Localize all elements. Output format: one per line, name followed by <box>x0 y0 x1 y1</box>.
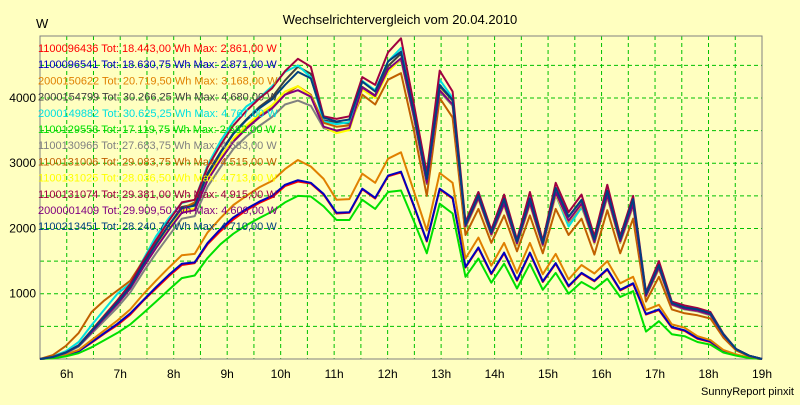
legend-entry: 1100096541 Tot: 18.630,75 Wh Max: 2.871,… <box>38 59 277 71</box>
x-tick-label: 7h <box>114 367 127 381</box>
legend: 1100096436 Tot: 18.443,00 Wh Max: 2.861,… <box>38 43 278 233</box>
legend-entry: 1100131074 Tot: 29.381,00 Wh Max: 4.915,… <box>38 189 277 201</box>
x-tick-label: 18h <box>699 367 719 381</box>
x-tick-label: 19h <box>752 367 772 381</box>
series-lines <box>39 37 763 360</box>
y-tick-label: 4000 <box>9 91 36 105</box>
legend-entry: 1100213451 Tot: 28.240,75 Wh Max: 4.710,… <box>38 221 277 233</box>
series-line <box>39 189 763 360</box>
x-tick-label: 6h <box>60 367 73 381</box>
legend-entry: 2000149882 Tot: 30.625,25 Wh Max: 4.767,… <box>38 108 278 120</box>
series-line <box>39 50 763 360</box>
y-axis-label: W <box>36 16 49 31</box>
legend-entry: 2000154799 Tot: 30.266,25 Wh Max: 4.680,… <box>38 92 278 104</box>
legend-entry: 2000150622 Tot: 20.719,50 Wh Max: 3.168,… <box>38 75 278 87</box>
chart-title: Wechselrichtervergleich vom 20.04.2010 <box>283 12 518 27</box>
y-tick-label: 2000 <box>9 221 36 235</box>
x-tick-label: 15h <box>538 367 558 381</box>
legend-entry: 1100129553 Tot: 17.119,75 Wh Max: 2.582,… <box>38 124 277 136</box>
x-tick-label: 17h <box>645 367 665 381</box>
x-tick-label: 16h <box>592 367 612 381</box>
axes: 1000 2000 3000 4000 6h 7h 8h 9h 10h 11h 12h 13h 14h 1… <box>9 35 772 381</box>
legend-entry: 2000001409 Tot: 29.909,50 Wh Max: 4.609,… <box>38 205 278 217</box>
grid <box>40 36 763 359</box>
series-line <box>39 170 763 360</box>
y-tick-label: 3000 <box>9 156 36 170</box>
x-tick-label: 9h <box>221 367 234 381</box>
x-tick-label: 8h <box>167 367 180 381</box>
x-tick-label: 13h <box>431 367 451 381</box>
y-tick-label: 1000 <box>9 287 36 301</box>
x-tick-label: 10h <box>271 367 291 381</box>
x-tick-label: 11h <box>325 367 344 381</box>
legend-entry: 1100096436 Tot: 18.443,00 Wh Max: 2.861,… <box>38 43 277 55</box>
x-tick-label: 14h <box>485 367 505 381</box>
x-tick-label: 12h <box>378 367 398 381</box>
footer-credit: SunnyReport pinxit <box>701 386 794 398</box>
plot-frame <box>39 35 763 360</box>
legend-entry: 1100131025 Tot: 28.036,50 Wh Max: 4.713,… <box>38 173 277 185</box>
legend-entry: 1100130966 Tot: 27.683,75 Wh Max: 4.583,… <box>38 140 277 152</box>
legend-entry: 1100131006 Tot: 29.083,75 Wh Max: 4.515,… <box>38 156 277 168</box>
series-line <box>39 151 763 360</box>
